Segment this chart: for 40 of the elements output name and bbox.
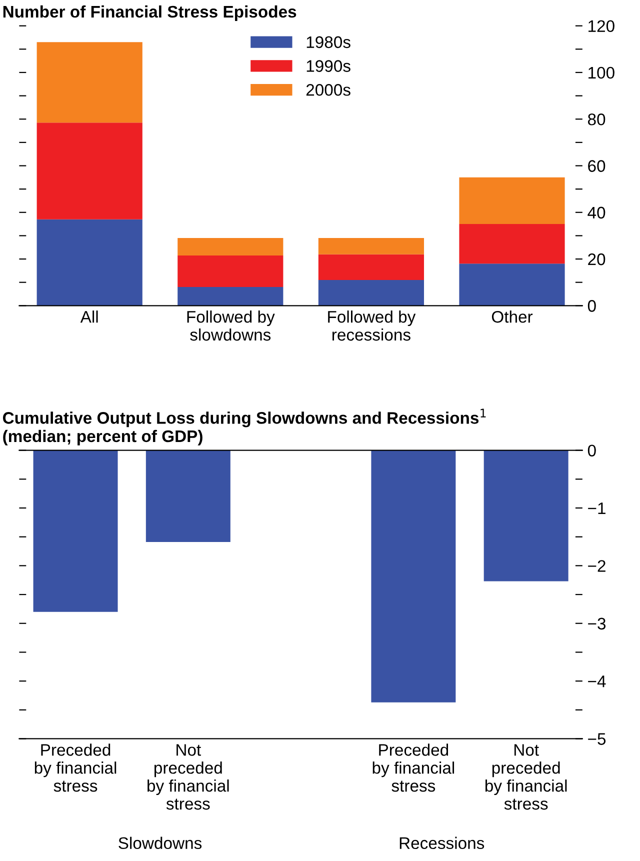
bar (178, 256, 284, 287)
legend-label: 1990s (306, 60, 350, 72)
bar (178, 238, 284, 256)
bar (178, 287, 284, 306)
text: Recessions (400, 836, 484, 850)
bar (459, 177, 565, 224)
bar (36, 219, 142, 306)
y-tick-label: 20 (588, 253, 606, 266)
x-tick-label: Not preceded by financial stress (485, 744, 567, 810)
chart-title: Cumulative Output Loss during Slowdowns and Recessions$^{1}$ (median; percent of GDP) (2, 408, 486, 446)
y-tick-label: −2 (588, 560, 606, 572)
y-tick-label: −1 (588, 502, 606, 514)
bar (459, 224, 565, 264)
x-tick-label: Followed by recessions (328, 310, 416, 341)
x-tick-label: Followed by slowdowns (187, 310, 275, 341)
legend-label: 2000s (306, 84, 350, 96)
y-tick-label: −4 (588, 676, 606, 688)
legend-label: 1980s (306, 36, 350, 48)
chart-title: Number of Financial Stress Episodes (3, 5, 296, 21)
y-tick-label: −5 (588, 733, 606, 745)
y-tick-label: 60 (588, 160, 606, 172)
x-tick-label: Other (492, 310, 533, 323)
x-tick-label: Not preceded by financial stress (148, 744, 229, 810)
y-tick-label: 0 (588, 300, 596, 312)
y-tick-label: 0 (588, 444, 596, 457)
x-tick-label: Preceded by financial stress (34, 744, 116, 792)
bar (318, 254, 424, 280)
bar (459, 264, 565, 306)
bar (318, 280, 424, 306)
y-tick-label: −3 (588, 618, 606, 630)
y-tick-label: 100 (588, 66, 614, 79)
bar (36, 42, 142, 123)
bar (318, 238, 424, 254)
x-tick-label: Preceded by financial stress (372, 744, 454, 792)
y-tick-label: 40 (588, 206, 606, 219)
x-tick-label: All (80, 310, 98, 323)
y-tick-label: 120 (588, 20, 614, 32)
text: Slowdowns (118, 836, 202, 850)
y-tick-label: 80 (588, 114, 606, 126)
bar (36, 122, 142, 220)
